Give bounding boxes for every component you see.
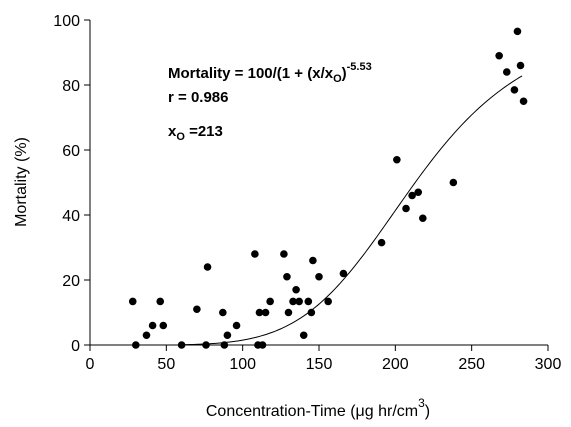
data-point xyxy=(393,155,401,164)
data-point xyxy=(324,297,332,306)
data-point xyxy=(142,331,151,340)
data-point xyxy=(132,341,140,349)
y-tick-label: 80 xyxy=(62,78,80,95)
x-axis-label: Concentration-Time (μg hr/cm3) xyxy=(206,396,430,420)
formula-sub: O xyxy=(333,73,342,85)
data-point xyxy=(510,86,519,94)
x-tick-label: 150 xyxy=(306,356,333,373)
data-point xyxy=(193,305,201,314)
r-annotation: r = 0.986 xyxy=(168,89,228,106)
formula-close: ) xyxy=(342,65,347,82)
y-tick-label: 20 xyxy=(62,273,80,290)
data-point xyxy=(513,27,522,36)
y-tick-label: 100 xyxy=(53,13,80,30)
x-tick-label: 250 xyxy=(458,356,485,373)
data-point xyxy=(519,97,528,106)
r-label: r = xyxy=(168,89,191,106)
x-label-text: Concentration-Time (μg hr/cm xyxy=(206,403,418,420)
data-point xyxy=(402,204,410,213)
x-tick-label: 200 xyxy=(382,356,409,373)
data-point xyxy=(203,263,212,271)
y-axis-label: Mortality (%) xyxy=(13,137,30,227)
data-point xyxy=(159,321,168,330)
data-point xyxy=(280,250,288,258)
data-point xyxy=(315,272,323,281)
data-point xyxy=(223,331,232,340)
x-tick-label: 100 xyxy=(229,356,256,373)
data-point xyxy=(339,269,348,278)
x-tick-label: 0 xyxy=(86,356,95,373)
data-point xyxy=(284,308,293,317)
data-point xyxy=(219,308,227,317)
formula-exponent: -5.53 xyxy=(347,61,372,73)
x-label-sup: 3 xyxy=(418,396,425,410)
data-point xyxy=(255,308,264,317)
data-point xyxy=(377,238,386,247)
data-point xyxy=(307,308,316,317)
data-point xyxy=(449,178,458,187)
data-point xyxy=(309,256,317,265)
y-tick-label: 40 xyxy=(62,208,80,225)
x0-eq: = xyxy=(185,123,198,140)
data-point xyxy=(408,191,416,200)
data-point xyxy=(299,331,308,340)
data-point xyxy=(266,297,274,306)
data-point xyxy=(232,321,241,330)
data-point xyxy=(419,214,427,223)
data-point xyxy=(414,188,423,197)
data-point xyxy=(148,321,157,330)
x0-sub: O xyxy=(176,131,185,143)
data-point xyxy=(495,51,503,60)
x0-value: 213 xyxy=(198,123,223,140)
data-point xyxy=(295,297,303,306)
data-point xyxy=(177,341,186,349)
data-point xyxy=(251,250,259,258)
data-point xyxy=(202,341,210,349)
fit-curve xyxy=(181,75,523,346)
data-point xyxy=(128,297,137,306)
x-tick-label: 300 xyxy=(535,356,562,373)
data-point xyxy=(516,61,525,70)
data-point xyxy=(283,272,291,281)
x-tick-label: 50 xyxy=(157,356,175,373)
data-point xyxy=(289,297,297,306)
fit-formula: Mortality = 100/(1 + (x/xO)-5.53 xyxy=(168,61,372,85)
data-point xyxy=(261,308,270,317)
data-point xyxy=(156,297,165,306)
formula-text: Mortality = 100/(1 + (x/x xyxy=(168,65,334,82)
y-tick-label: 60 xyxy=(62,143,80,160)
r-value: 0.986 xyxy=(191,89,229,106)
data-point xyxy=(258,341,267,349)
data-point xyxy=(292,285,300,294)
x0-annotation: xO =213 xyxy=(168,123,223,143)
data-point xyxy=(502,68,511,76)
x-label-close: ) xyxy=(425,403,430,420)
data-point xyxy=(304,297,313,306)
x0-label: x xyxy=(168,123,177,140)
y-tick-label: 0 xyxy=(71,338,80,355)
